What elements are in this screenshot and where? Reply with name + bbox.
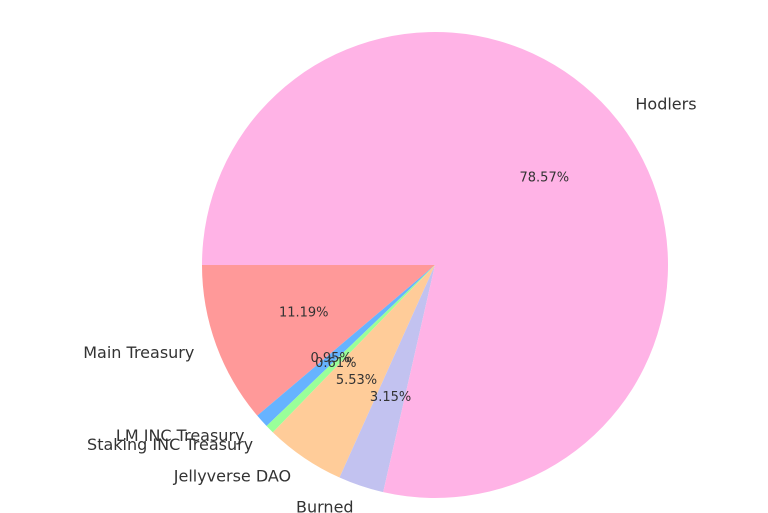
pie-slice-staking-inc-treasury	[266, 265, 435, 433]
slice-label: Main Treasury	[83, 343, 194, 362]
pie-slice-jellyverse-dao	[272, 265, 435, 478]
pie-slice-main-treasury	[202, 265, 435, 416]
percentage-labels: 11.19% 0.95%0.61% 5.53% 3.15% 78.57%	[279, 170, 569, 405]
pie-slices	[202, 31, 668, 498]
pie-slice-lm-inc-treasury	[257, 265, 435, 426]
pie-slice-burned	[339, 265, 435, 493]
slice-percentage-label: 0.61%	[315, 356, 356, 371]
slice-label: Burned	[296, 498, 354, 513]
slice-percentage-label: 0.95%	[310, 351, 351, 366]
slice-label: Jellyverse DAO	[173, 467, 291, 486]
slice-percentage-label: 78.57%	[520, 170, 570, 185]
slice-percentage-label: 5.53%	[336, 373, 377, 388]
slice-label: Hodlers	[635, 95, 696, 114]
slice-percentage-label: 3.15%	[370, 390, 411, 405]
slice-label: Staking INC Treasury	[87, 435, 253, 454]
slice-label: LM INC Treasury	[116, 426, 245, 445]
pie-slice-hodlers	[202, 31, 668, 498]
slice-percentage-label: 11.19%	[279, 306, 329, 321]
